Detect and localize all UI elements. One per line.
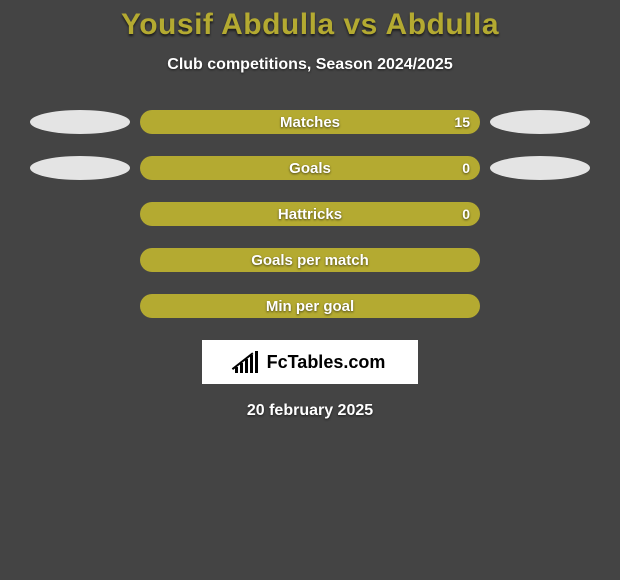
player-right-marker — [490, 156, 590, 180]
stat-label: Goals — [289, 160, 331, 177]
player-left-marker — [30, 110, 130, 134]
stat-value: 0 — [462, 206, 470, 222]
snapshot-date: 20 february 2025 — [247, 402, 373, 420]
stat-bar: Matches 15 — [140, 110, 480, 134]
stat-rows: Matches 15 Goals 0 Hattricks 0 Goals per match… — [0, 110, 620, 318]
stat-label: Min per goal — [266, 298, 354, 315]
spacer — [30, 294, 130, 318]
stat-value: 0 — [462, 160, 470, 176]
stat-value: 15 — [454, 114, 470, 130]
stats-comparison-card: Yousif Abdulla vs Abdulla Club competiti… — [0, 0, 620, 420]
bar-chart-icon — [235, 351, 261, 373]
spacer — [30, 248, 130, 272]
spacer — [30, 202, 130, 226]
stat-row: Min per goal — [0, 294, 620, 318]
source-logo: FcTables.com — [202, 340, 418, 384]
stat-row: Matches 15 — [0, 110, 620, 134]
stat-label: Hattricks — [278, 206, 342, 223]
page-title: Yousif Abdulla vs Abdulla — [121, 8, 499, 42]
stat-bar: Hattricks 0 — [140, 202, 480, 226]
logo-text: FcTables.com — [267, 352, 386, 373]
stat-row: Goals per match — [0, 248, 620, 272]
spacer — [490, 294, 590, 318]
spacer — [490, 248, 590, 272]
stat-bar: Goals 0 — [140, 156, 480, 180]
stat-bar: Goals per match — [140, 248, 480, 272]
stat-row: Hattricks 0 — [0, 202, 620, 226]
stat-label: Goals per match — [251, 252, 369, 269]
subtitle: Club competitions, Season 2024/2025 — [167, 56, 452, 74]
stat-label: Matches — [280, 114, 340, 131]
stat-bar: Min per goal — [140, 294, 480, 318]
spacer — [490, 202, 590, 226]
stat-row: Goals 0 — [0, 156, 620, 180]
player-right-marker — [490, 110, 590, 134]
player-left-marker — [30, 156, 130, 180]
